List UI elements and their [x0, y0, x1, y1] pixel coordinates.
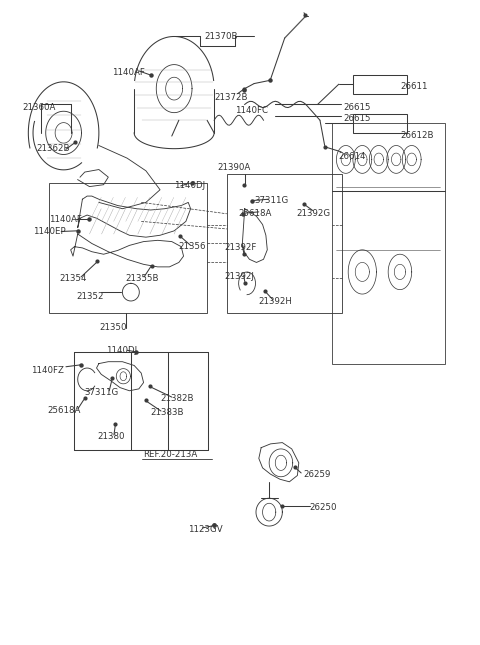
Text: 21382B: 21382B: [160, 395, 193, 404]
Text: 1140DJ: 1140DJ: [174, 181, 205, 190]
Text: 21360A: 21360A: [23, 103, 56, 112]
Text: 21392H: 21392H: [259, 297, 293, 306]
Bar: [49, 183, 207, 313]
Bar: [227, 174, 342, 313]
Bar: [353, 75, 407, 94]
Text: 37311G: 37311G: [85, 388, 119, 397]
Text: 1140FC: 1140FC: [235, 106, 268, 115]
Text: 26615: 26615: [344, 114, 371, 123]
Text: REF.20-213A: REF.20-213A: [144, 450, 198, 459]
Text: 26259: 26259: [303, 470, 330, 479]
Text: 21390A: 21390A: [217, 163, 251, 172]
Text: 21352: 21352: [76, 292, 104, 301]
Text: 1140DJ: 1140DJ: [106, 346, 137, 355]
Text: 21392J: 21392J: [224, 272, 254, 281]
Text: 21380: 21380: [97, 432, 124, 441]
Bar: [332, 123, 444, 364]
Text: 26614: 26614: [339, 152, 366, 161]
Text: 1140AF: 1140AF: [112, 68, 145, 77]
Text: 26612B: 26612B: [400, 131, 433, 140]
Text: 21370B: 21370B: [204, 32, 238, 41]
Text: 21362B: 21362B: [37, 144, 70, 153]
Text: 21356: 21356: [179, 242, 206, 251]
Text: 37311G: 37311G: [254, 196, 288, 205]
Text: 1123GV: 1123GV: [188, 525, 223, 534]
Text: 21383B: 21383B: [151, 408, 184, 417]
Text: 21372B: 21372B: [214, 93, 248, 102]
Text: 21392F: 21392F: [224, 243, 256, 252]
Bar: [353, 114, 407, 133]
Text: 25618A: 25618A: [47, 406, 81, 415]
Text: 1140AF: 1140AF: [49, 215, 82, 224]
Text: 26615: 26615: [344, 103, 371, 112]
Text: 21354: 21354: [60, 274, 87, 283]
Text: 25618A: 25618A: [239, 208, 272, 217]
Text: 21350: 21350: [100, 323, 127, 332]
Text: 26250: 26250: [310, 503, 337, 512]
Text: 26611: 26611: [400, 82, 427, 91]
Text: 21392G: 21392G: [297, 208, 331, 217]
Text: 21355B: 21355B: [125, 274, 159, 283]
Text: 1140FZ: 1140FZ: [31, 366, 63, 375]
Text: 1140EP: 1140EP: [33, 227, 66, 236]
